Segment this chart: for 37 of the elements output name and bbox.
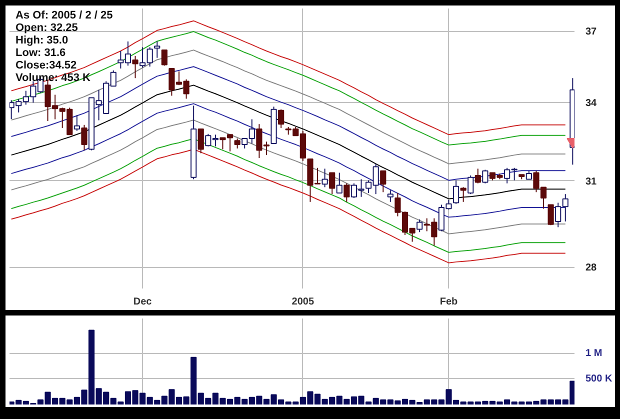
annotation: Open: 32.25 (16, 22, 78, 34)
candlestick (329, 172, 336, 195)
candlestick (482, 169, 488, 184)
line-series (10, 50, 566, 164)
x-tick-label: Feb (440, 296, 458, 308)
y-tick-label: 28 (586, 262, 598, 274)
candlestick (452, 180, 460, 204)
candlestick (416, 218, 423, 233)
y-tick-label: 37 (586, 26, 598, 38)
candlestick (81, 124, 88, 151)
candlestick (322, 168, 328, 188)
y-tick-label: 31 (586, 176, 598, 188)
candlestick (278, 108, 284, 128)
candlestick (336, 172, 342, 194)
y-tick-label: 500 K (586, 373, 613, 384)
candlestick (132, 55, 138, 79)
annotation: Low: 31.6 (16, 47, 66, 59)
candlestick (74, 114, 80, 132)
y-tick-label: 34 (586, 98, 598, 110)
line-series (10, 20, 566, 136)
line-series (10, 148, 566, 264)
candlestick (474, 168, 481, 184)
candlestick (234, 138, 240, 149)
x-tick-label: 2005 (292, 296, 314, 308)
x-tick-label: Dec (133, 296, 152, 308)
candlestick (161, 50, 168, 66)
annotation: As Of: 2005 / 2 / 25 (16, 10, 113, 22)
candlestick (387, 190, 394, 202)
y-tick-label: 1 M (586, 348, 602, 359)
candlestick (548, 204, 554, 226)
candlestick (468, 174, 474, 195)
annotation: Close:34.52 (16, 60, 77, 72)
annotation: High: 35.0 (16, 34, 68, 46)
candlestick (380, 170, 386, 193)
candlestick (198, 128, 204, 154)
candlestick (154, 40, 160, 58)
candlestick (344, 182, 350, 202)
